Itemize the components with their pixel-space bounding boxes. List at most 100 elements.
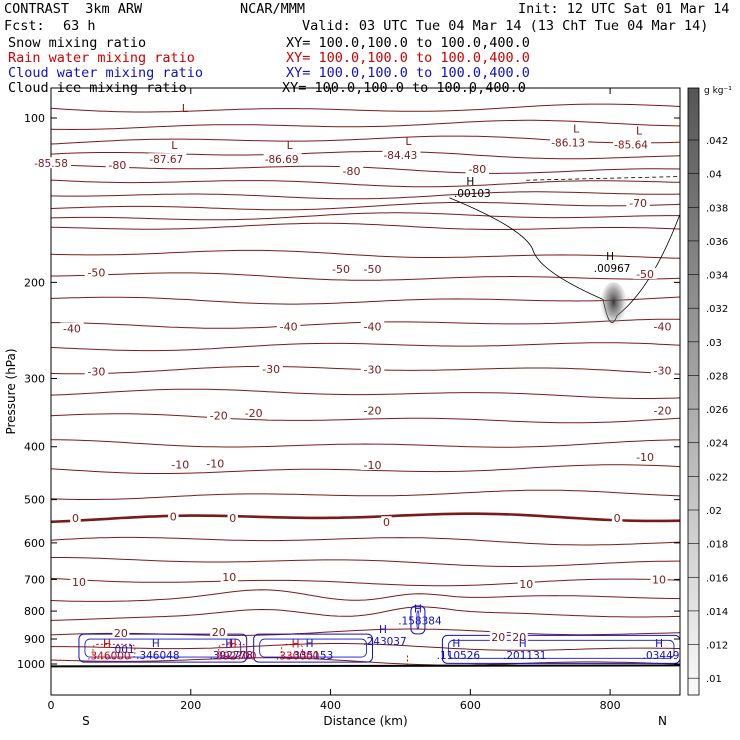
org-label: NCAR/MMM — [240, 1, 306, 17]
contour-label-bg — [360, 363, 385, 375]
low-value: -85.64 — [614, 140, 648, 152]
init-time: Init: 12 UTC Sat 01 Mar 14 — [518, 1, 730, 17]
colorbar-label: .028 — [706, 371, 728, 382]
field-name-snow: Snow mixing ratio — [8, 35, 147, 51]
x-tick-label: 800 — [600, 699, 621, 712]
forecast-label: Fcst: — [4, 18, 45, 34]
contour-label: -10 — [364, 459, 382, 472]
temperature-contour — [50, 577, 681, 587]
contour-label-bg — [168, 458, 193, 470]
y-tick-label: 100 — [24, 112, 45, 125]
field-name-rain: Rain water mixing ratio — [8, 50, 195, 66]
high-marker: H — [519, 638, 527, 650]
high-marker: H — [452, 638, 460, 650]
cloud-water-contour — [410, 605, 426, 635]
y-tick-label: 900 — [24, 633, 45, 646]
high-marker: H — [229, 638, 237, 650]
snow-contour — [526, 176, 681, 181]
temperature-contour — [50, 589, 681, 602]
temperature-contour — [50, 164, 681, 174]
contour-label: -20 — [364, 404, 382, 417]
cloud-ice-contour — [449, 197, 681, 323]
temperature-contour — [50, 150, 681, 160]
contour-label-bg — [227, 511, 238, 523]
low-value: -86.69 — [265, 154, 299, 166]
contour-label: 20 — [512, 631, 526, 644]
high-marker: H — [379, 624, 387, 636]
contour-label-bg — [517, 577, 535, 589]
temperature-contour — [50, 536, 681, 546]
contour-label: -30 — [87, 365, 105, 378]
north-label: N — [658, 714, 667, 728]
contour-label-bg — [84, 365, 109, 377]
field-xy-rain: XY= 100.0,100.0 to 100.0,400.0 — [286, 50, 530, 66]
contour-label: -80 — [343, 165, 361, 178]
cloud-ice-shading — [599, 282, 628, 333]
contour-label: -50 — [364, 263, 382, 276]
contour-label: -20 — [210, 410, 228, 423]
colorbar-label: .01 — [706, 674, 722, 685]
high-value: .243037 — [363, 636, 406, 648]
temperature-contour — [50, 489, 681, 500]
contour-label-bg — [259, 362, 283, 374]
contour-label-bg — [70, 511, 81, 523]
colorbar-label: .02 — [706, 506, 722, 517]
contour-label: -30 — [364, 364, 382, 377]
contour-label-bg — [241, 407, 266, 419]
x-tick-label: 400 — [320, 699, 341, 712]
contour-label: 0 — [614, 512, 621, 525]
cloud-water-contour — [253, 633, 373, 663]
contour-label: 20 — [114, 627, 128, 640]
colorbar-label: .042 — [706, 136, 728, 147]
rain-water-contour — [218, 643, 248, 659]
high-value: .201131 — [503, 650, 546, 662]
low-value-bg — [33, 157, 71, 169]
y-tick-label: 400 — [24, 441, 45, 454]
cloud-water-contour — [416, 610, 420, 630]
contour-label-bg — [168, 510, 179, 522]
low-marker: L — [287, 139, 294, 152]
contour-label: 10 — [222, 571, 236, 584]
high-marker: H — [306, 638, 314, 650]
temperature-contour — [50, 249, 681, 259]
colorbar-label: .04 — [706, 170, 722, 181]
contour-label: -80 — [468, 163, 486, 176]
high-value: .392778 — [210, 650, 253, 662]
high-marker: H — [152, 638, 160, 650]
contour-label-bg — [633, 267, 657, 279]
x-tick-label: 600 — [460, 699, 481, 712]
low-marker: L — [636, 125, 643, 138]
colorbar — [687, 87, 700, 696]
temperature-contour — [50, 201, 681, 211]
contour-label-bg — [329, 262, 353, 274]
contour-label: -40 — [63, 323, 81, 336]
high-value: .335153 — [290, 650, 333, 662]
contour-label: -30 — [262, 363, 280, 376]
contour-label-bg — [650, 573, 668, 585]
x-tick-label: 0 — [48, 699, 55, 712]
south-label: S — [82, 714, 90, 728]
contour-label-bg — [70, 575, 88, 587]
colorbar-label: .032 — [706, 304, 728, 315]
high-marker: H — [606, 251, 614, 263]
low-value-bg — [613, 138, 652, 150]
cloud-water-contour — [84, 638, 242, 658]
temperature-contour — [51, 272, 681, 281]
high-marker: H — [414, 603, 422, 615]
contour-label: -20 — [654, 404, 672, 417]
x-axis-label: Distance (km) — [323, 714, 407, 728]
contour-label: 10 — [72, 576, 86, 589]
contour-label: 20 — [491, 631, 505, 644]
colorbar-label: .038 — [706, 203, 728, 214]
high-marker: H — [103, 638, 111, 650]
contour-label-bg — [489, 631, 507, 643]
temperature-contour — [50, 191, 681, 200]
colorbar-unit: g kg⁻¹ — [704, 86, 732, 96]
contour-label-bg — [465, 163, 490, 175]
contour-label: -40 — [364, 321, 382, 334]
temperature-contour — [51, 557, 680, 567]
plot-frame — [50, 87, 681, 696]
contour-label-bg — [203, 457, 227, 469]
temperature-contour — [50, 119, 681, 131]
contour-label: -50 — [636, 268, 654, 281]
